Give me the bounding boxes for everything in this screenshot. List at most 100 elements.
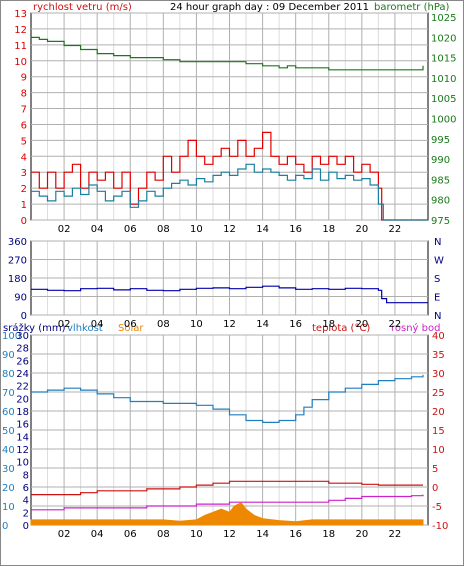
pressure-tick-label: 975 (431, 216, 450, 227)
rain-tick-label: 0 (23, 521, 29, 532)
pressure-tick-label: 1000 (431, 115, 456, 126)
wind-axis-title: rychlost vetru (m/s) (33, 2, 132, 13)
x-tick-label: 22 (389, 224, 402, 235)
wind-tick-label: 7 (21, 105, 27, 116)
x-tick-label: 20 (355, 224, 368, 235)
wind-tick-label: 12 (14, 25, 27, 36)
rain-tick-label: 28 (16, 344, 29, 355)
direction-tick-label: 360 (8, 237, 27, 248)
rain-tick-label: 20 (16, 394, 29, 405)
x-tick-label: 02 (58, 224, 71, 235)
humidity-tick-label: 0 (2, 521, 8, 532)
grid-lines (31, 12, 428, 526)
x-tick-label: 06 (124, 319, 137, 330)
x-tick-label: 16 (289, 529, 302, 540)
wind-tick-label: 8 (21, 89, 27, 100)
wind-tick-label: 3 (21, 168, 27, 179)
series-direction (31, 285, 428, 304)
humidity-tick-label: 50 (2, 426, 15, 437)
x-tick-label: 06 (124, 224, 137, 235)
temp-tick-label: 35 (432, 350, 445, 361)
x-tick-label: 18 (322, 529, 335, 540)
pressure-tick-label: 1020 (431, 33, 456, 44)
x-tick-label: 04 (91, 224, 104, 235)
rain-tick-label: 12 (16, 445, 29, 456)
temp-tick-label: 25 (432, 388, 445, 399)
x-tick-label: 10 (190, 224, 203, 235)
graph-title: 24 hour graph day : 09 December 2011 (170, 2, 369, 13)
rain-tick-label: 2 (23, 508, 29, 519)
direction-tick-label: 180 (8, 274, 27, 285)
wind-tick-label: 13 (14, 9, 27, 20)
x-tick-label: 18 (322, 224, 335, 235)
wind-tick-label: 1 (21, 200, 27, 211)
pressure-tick-label: 1010 (431, 74, 456, 85)
humidity-tick-label: 80 (2, 369, 15, 380)
wind-tick-label: 11 (14, 41, 27, 52)
x-tick-label: 16 (289, 224, 302, 235)
series-dew_point (31, 494, 424, 511)
pressure-tick-label: 1025 (431, 13, 456, 24)
direction-tick-label: 90 (14, 293, 27, 304)
pressure-tick-label: 985 (431, 175, 450, 186)
series-wind_avg (31, 163, 428, 221)
wind-tick-label: 5 (21, 136, 27, 147)
temp-tick-label: 40 (432, 331, 445, 342)
rain-tick-label: 16 (16, 420, 29, 431)
x-tick-label: 22 (389, 319, 402, 330)
legend-rain: srážky (mm) (3, 322, 66, 334)
x-tick-label: 04 (91, 319, 104, 330)
x-tick-label: 10 (190, 319, 203, 330)
series-solar (30, 502, 424, 526)
rain-tick-label: 26 (16, 356, 29, 367)
direction-tick-label: 0 (21, 311, 27, 322)
legend-solar: Solar (118, 323, 144, 334)
series-pressure (31, 36, 424, 71)
x-tick-label: 02 (58, 319, 71, 330)
x-tick-label: 08 (157, 319, 170, 330)
rain-tick-label: 6 (23, 483, 29, 494)
x-tick-label: 16 (289, 319, 302, 330)
rain-tick-label: 4 (23, 496, 29, 507)
pressure-tick-label: 980 (431, 196, 450, 207)
rain-tick-label: 18 (16, 407, 29, 418)
series-temperature (31, 480, 423, 496)
x-tick-label: 08 (157, 529, 170, 540)
rain-tick-label: 10 (16, 458, 29, 469)
temp-tick-label: 20 (432, 407, 445, 418)
humidity-tick-label: 30 (2, 464, 15, 475)
x-tick-label: 04 (91, 529, 104, 540)
humidity-tick-label: 100 (2, 331, 21, 342)
compass-letter: E (434, 293, 440, 304)
x-tick-label: 20 (355, 319, 368, 330)
x-tick-label: 08 (157, 224, 170, 235)
series-humidity (31, 374, 424, 423)
x-tick-label: 12 (223, 319, 236, 330)
x-tick-label: 20 (355, 529, 368, 540)
temp-tick-label: 10 (432, 445, 445, 456)
x-tick-label: 14 (256, 319, 269, 330)
rain-tick-label: 8 (23, 470, 29, 481)
legend-temperature: teplota (°C) (312, 323, 370, 334)
temp-tick-label: -10 (432, 521, 448, 532)
x-tick-label: 02 (58, 529, 71, 540)
wind-tick-label: 6 (21, 120, 27, 131)
x-tick-label: 06 (124, 529, 137, 540)
legend-dew-point: rosný bod (391, 322, 440, 334)
rain-tick-label: 24 (16, 369, 29, 380)
wind-tick-label: 9 (21, 73, 27, 84)
temp-tick-label: 5 (432, 464, 438, 475)
compass-letter: N (434, 311, 441, 322)
rain-tick-label: 14 (16, 432, 29, 443)
humidity-tick-label: 90 (2, 350, 15, 361)
series-lines (30, 36, 428, 526)
x-tick-label: 14 (256, 224, 269, 235)
x-tick-label: 12 (223, 529, 236, 540)
rain-tick-label: 30 (16, 331, 29, 342)
temp-tick-label: 15 (432, 426, 445, 437)
humidity-tick-label: 70 (2, 388, 15, 399)
